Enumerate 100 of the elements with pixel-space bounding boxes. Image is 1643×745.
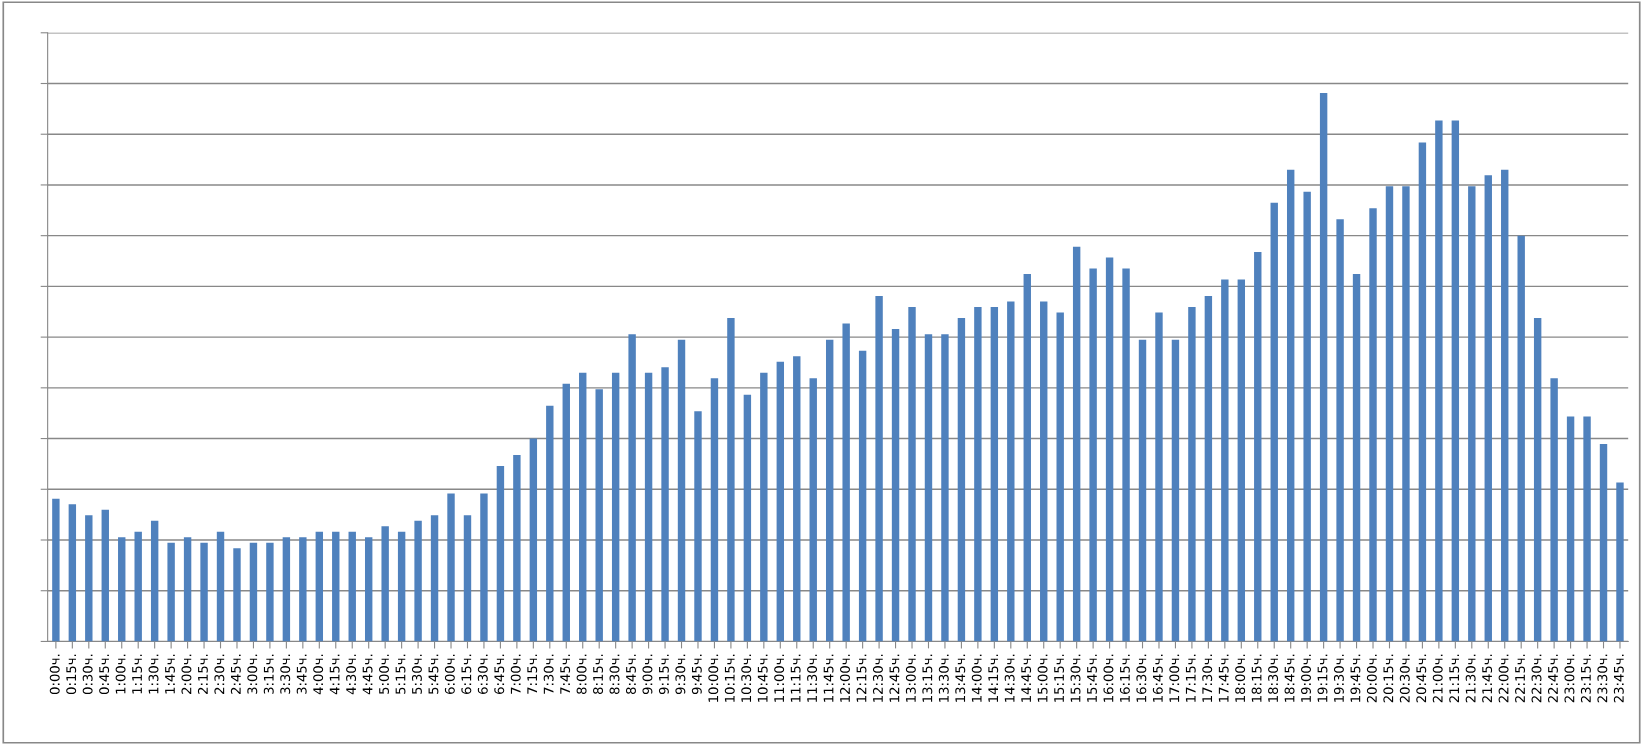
x-tick-label: 3:30ч.: [280, 654, 291, 694]
bar: [1533, 317, 1542, 642]
bar: [595, 389, 603, 642]
x-tick-label: 9:45ч.: [691, 654, 702, 695]
bar: [1270, 202, 1278, 642]
bar: [1171, 339, 1180, 642]
bar: [809, 378, 817, 642]
bar: [134, 531, 142, 642]
x-tick-label: 12:00ч.: [840, 654, 850, 702]
bar: [743, 394, 752, 642]
x-tick-label: 3:00ч.: [247, 654, 258, 694]
x-tick-label: 21:30ч.: [1465, 654, 1476, 703]
bar: [793, 356, 801, 642]
bar: [891, 328, 900, 642]
x-tick-label: 14:15ч.: [988, 654, 999, 702]
bar: [875, 295, 883, 642]
bar: [1501, 169, 1509, 642]
bar: [299, 537, 307, 642]
x-tick-label: 3:15ч.: [263, 654, 274, 694]
x-tick-label: 9:00ч.: [642, 654, 653, 695]
bar: [249, 542, 258, 642]
x-tick-label: 4:15ч.: [329, 654, 340, 695]
x-tick-label: 16:45ч.: [1152, 654, 1163, 702]
x-tick-label: 11:30ч.: [807, 654, 818, 702]
bar: [1369, 208, 1377, 642]
bar: [1221, 279, 1229, 642]
bar: [332, 531, 340, 642]
x-tick-label: 11:00ч.: [774, 654, 785, 702]
x-tick-label: 7:00ч.: [510, 654, 521, 694]
bar: [1550, 378, 1558, 642]
bar: [1023, 274, 1031, 642]
x-tick-label: 20:15ч.: [1383, 654, 1394, 703]
bar: [842, 323, 850, 642]
bar: [727, 317, 735, 642]
x-tick-label: 6:30ч.: [477, 654, 488, 694]
x-tick-label: 22:00ч.: [1498, 654, 1509, 703]
x-tick-label: 13:45ч.: [955, 654, 966, 702]
x-tick-label: 8:00ч.: [576, 654, 587, 694]
bar: [1566, 416, 1575, 642]
bar: [85, 515, 93, 642]
bar: [858, 350, 867, 642]
bar: [463, 515, 472, 642]
x-tick-label: 23:00ч.: [1564, 654, 1575, 703]
bar: [430, 515, 439, 642]
x-tick-label: 8:30ч.: [609, 654, 620, 694]
bar: [529, 438, 538, 642]
bar: [118, 537, 126, 642]
x-tick-label: 23:15ч.: [1580, 654, 1591, 703]
bar: [1204, 295, 1213, 642]
x-tick-label: 5:30ч.: [411, 654, 422, 694]
bar: [348, 531, 356, 642]
bar: [414, 520, 422, 642]
x-tick-label: 19:15ч.: [1317, 654, 1328, 702]
bar: [644, 372, 653, 642]
x-tick-label: 14:00ч.: [971, 654, 982, 702]
x-tick-label: 18:00ч.: [1235, 654, 1246, 702]
bar: [661, 367, 669, 642]
bar: [579, 372, 587, 642]
x-tick-label: 7:45ч.: [560, 654, 571, 694]
x-tick-label: 20:30ч.: [1399, 654, 1410, 703]
x-tick-label: 7:30ч.: [543, 654, 554, 694]
x-tick-label: 22:30ч.: [1531, 654, 1542, 703]
bar: [1352, 274, 1361, 642]
x-tick-label: 13:15ч.: [922, 654, 933, 702]
x-tick-label: 21:45ч.: [1482, 654, 1493, 703]
x-tick-label: 19:45ч.: [1350, 654, 1361, 702]
bar: [447, 493, 455, 642]
x-tick-label: 13:30ч.: [938, 654, 949, 702]
bar: [513, 455, 521, 642]
x-tick-label: 19:00ч.: [1301, 654, 1311, 702]
x-tick-label: 15:15ч.: [1054, 654, 1065, 702]
bar: [1089, 268, 1097, 642]
bar: [1007, 301, 1015, 642]
bar: [908, 306, 916, 642]
bar: [68, 504, 77, 642]
bar: [1319, 93, 1328, 642]
x-tick-label: 17:00ч.: [1169, 654, 1180, 702]
x-tick-label: 2:45ч.: [230, 654, 241, 694]
x-tick-label: 23:45ч.: [1613, 654, 1624, 703]
bar: [562, 383, 570, 642]
x-tick-label: 9:30ч.: [675, 654, 686, 695]
bar: [611, 372, 620, 642]
x-tick-label: 16:15ч.: [1119, 654, 1130, 702]
x-tick-label: 6:45ч.: [494, 654, 505, 694]
x-tick-label: 16:30ч.: [1136, 654, 1147, 702]
bar: [282, 537, 291, 642]
x-tick-label: 10:30ч.: [741, 654, 752, 702]
x-tick-label: 1:00ч.: [115, 654, 126, 694]
x-tick-label: 3:45ч.: [296, 654, 307, 694]
x-tick-label: 5:45ч.: [428, 654, 439, 694]
bar: [167, 542, 175, 642]
x-tick-label: 6:15ч.: [461, 654, 472, 694]
bar: [1468, 186, 1476, 642]
bar: [1385, 186, 1394, 642]
x-tick-label: 1:30ч.: [148, 654, 159, 694]
x-tick-label: 20:45ч.: [1416, 654, 1427, 703]
x-tick-label: 17:30ч.: [1202, 654, 1213, 702]
x-tick-label: 22:45ч.: [1547, 654, 1558, 703]
bar: [1599, 444, 1608, 642]
bar: [266, 542, 274, 642]
